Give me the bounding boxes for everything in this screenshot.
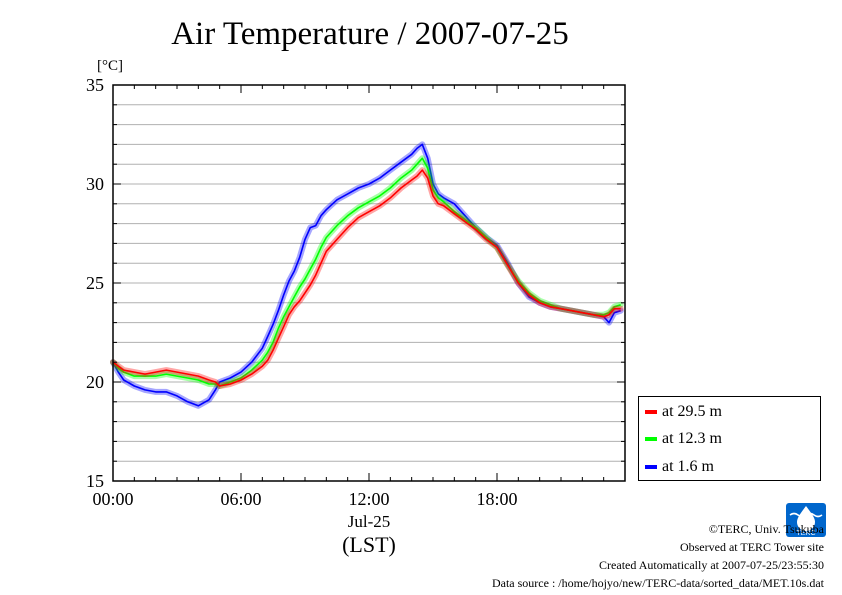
x-axis-timezone-label: (LST)	[342, 532, 396, 557]
copyright-text: ©TERC, Univ. Tsukuba	[708, 522, 824, 536]
x-tick-label: 12:00	[348, 489, 389, 509]
series-line	[112, 157, 621, 387]
created-text: Created Automatically at 2007-07-25/23:5…	[599, 558, 824, 572]
legend-item-29-5m: at 29.5 m	[645, 402, 722, 422]
y-tick-label: 20	[86, 372, 104, 392]
y-tick-label: 30	[86, 174, 104, 194]
y-tick-label: 15	[86, 471, 104, 491]
legend-item-1-6m: at 1.6 m	[645, 457, 714, 477]
legend-item-12-3m: at 12.3 m	[645, 429, 722, 449]
legend-swatch-red	[645, 410, 657, 414]
series-line	[112, 169, 621, 387]
x-tick-label: 18:00	[476, 489, 517, 509]
axis-ticks	[112, 84, 626, 482]
legend-label: at 12.3 m	[662, 430, 722, 447]
y-tick-label: 35	[86, 75, 104, 95]
terc-logo: TERC	[786, 503, 826, 537]
x-tick-label: 00:00	[92, 489, 133, 509]
legend-label: at 29.5 m	[662, 403, 722, 420]
x-tick-label: 06:00	[220, 489, 261, 509]
footer-info: ©TERC, Univ. Tsukuba Observed at TERC To…	[492, 520, 824, 592]
chart-title: Air Temperature / 2007-07-25	[171, 16, 569, 52]
site-text: Observed at TERC Tower site	[679, 540, 824, 554]
legend-swatch-green	[645, 437, 657, 441]
axis-labels: 15 20 25 30 35 00:00 06:00 12:00 18:00 [°C] Jul-25…	[86, 58, 518, 557]
legend: at 29.5 m at 12.3 m at 1.6 m	[638, 396, 821, 481]
series-line	[112, 143, 621, 407]
logo-text: TERC	[796, 530, 815, 537]
source-text: Data source : /home/hojyo/new/TERC-data/…	[491, 576, 824, 590]
grid-lines	[113, 104, 625, 462]
legend-swatch-blue	[645, 465, 657, 469]
series-lines	[110, 141, 624, 409]
y-axis-unit-label: [°C]	[97, 58, 123, 74]
legend-label: at 1.6 m	[662, 458, 714, 475]
x-axis-date-label: Jul-25	[348, 512, 391, 531]
series-halo	[110, 155, 624, 389]
y-tick-label: 25	[86, 273, 104, 293]
